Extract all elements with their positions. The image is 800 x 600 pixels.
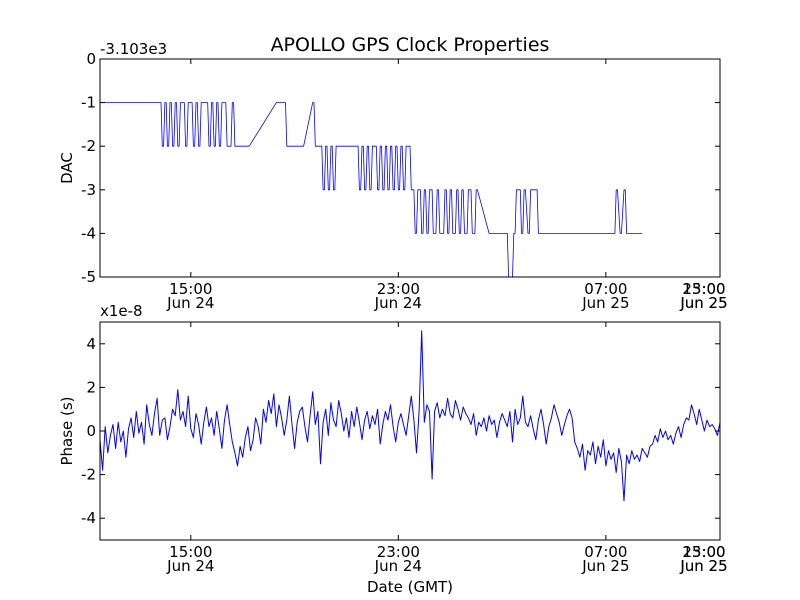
phase-series-layer (99, 330, 721, 502)
phase-plot-frame (99, 321, 721, 541)
dac-x-tick-date-1: Jun 24 (374, 294, 422, 312)
dac-offset-text: -3.103e3 (100, 40, 167, 58)
phase-x-tick-time-1: 23:00 (377, 543, 420, 561)
dac-x-tick-time-3: 15:00 (682, 280, 725, 298)
chart-title: APOLLO GPS Clock Properties (271, 34, 550, 56)
dac-y-tick-label-4: -4 (81, 224, 96, 242)
phase-y-tick-label-0: 4 (86, 335, 96, 353)
dac-y-tick-label-5: -5 (81, 268, 96, 286)
dac-series-line-0 (100, 102, 643, 278)
dac-x-tick-time-0: 15:00 (169, 280, 212, 298)
phase-x-tick-date-3: Jun 25 (679, 557, 727, 575)
phase-x-tick-date-4: Jun 25 (679, 557, 727, 575)
dac-x-tick-time-2: 07:00 (584, 280, 627, 298)
dac-y-tick-label-2: -2 (81, 137, 96, 155)
phase-x-tick-time-0: 15:00 (169, 543, 212, 561)
phase-y-axis-label: Phase (s) (58, 396, 76, 465)
dac-y-tick-label-0: 0 (86, 50, 96, 68)
phase-x-tick-date-0: Jun 24 (166, 557, 214, 575)
dac-plot-frame (99, 58, 721, 278)
dac-x-tick-date-2: Jun 25 (581, 294, 629, 312)
dac-y-axis-label: DAC (58, 152, 76, 184)
dac-y-tick-label-3: -3 (81, 181, 96, 199)
phase-x-axis-label: Date (GMT) (367, 578, 453, 596)
phase-x-tick-date-2: Jun 25 (581, 557, 629, 575)
phase-x-tick-time-4: 23:00 (682, 543, 725, 561)
phase-x-tick-time-2: 07:00 (584, 543, 627, 561)
phase-x-tick-date-1: Jun 24 (374, 557, 422, 575)
dac-x-tick-time-4: 23:00 (682, 280, 725, 298)
dac-x-tick-date-0: Jun 24 (166, 294, 214, 312)
phase-series-line-0 (99, 330, 721, 502)
phase-y-tick-label-1: 2 (86, 378, 96, 396)
phase-y-tick-label-2: 0 (86, 422, 96, 440)
dac-x-tick-time-1: 23:00 (377, 280, 420, 298)
phase-y-tick-label-4: -4 (81, 509, 96, 527)
phase-offset-text: x1e-8 (100, 302, 143, 320)
dac-y-tick-label-1: -1 (81, 94, 96, 112)
phase-y-tick-label-3: -2 (81, 466, 96, 484)
dac-x-tick-date-4: Jun 25 (679, 294, 727, 312)
dac-series-layer (100, 102, 643, 278)
dac-x-tick-date-3: Jun 25 (679, 294, 727, 312)
phase-subplot: x1e-8 Phase (s) Date (GMT) 420-2-415:00J… (58, 302, 728, 596)
phase-x-tick-time-3: 15:00 (682, 543, 725, 561)
